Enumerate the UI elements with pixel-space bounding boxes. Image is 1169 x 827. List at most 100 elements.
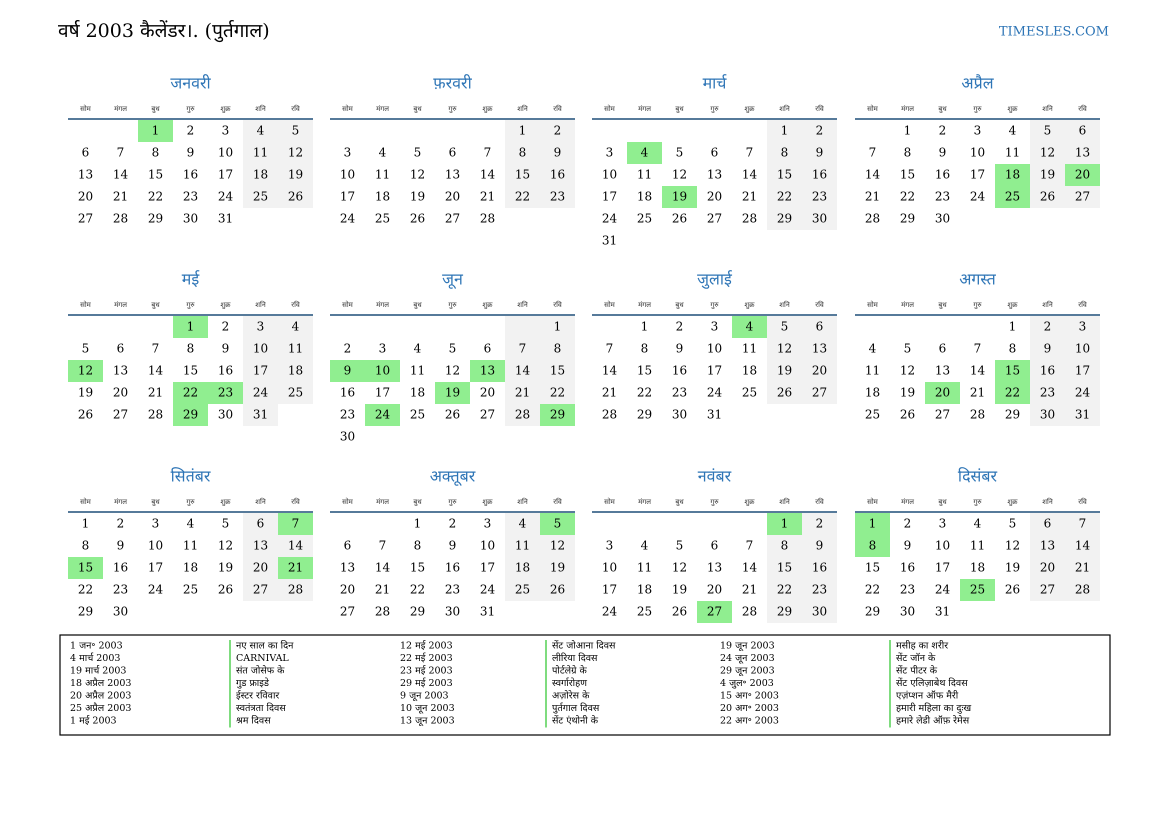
day: 7 <box>152 342 160 356</box>
day: 18 <box>1005 168 1020 182</box>
day: 26 <box>672 605 687 619</box>
day: 20 <box>445 190 460 204</box>
holiday-highlight <box>173 404 208 426</box>
holiday-highlight <box>173 382 208 404</box>
day: 7 <box>484 146 492 160</box>
site-link[interactable]: TIMESLES.COM <box>999 25 1109 40</box>
month-name: नवंबर <box>698 467 732 486</box>
day: 1 <box>781 124 789 138</box>
holiday-name: सेंट पीटर के <box>896 665 938 677</box>
day: 24 <box>602 212 618 226</box>
day: 30 <box>935 212 950 226</box>
day: 26 <box>672 212 687 226</box>
day: 1 <box>1009 320 1017 334</box>
day: 11 <box>375 168 390 182</box>
holiday-highlight <box>540 404 575 426</box>
day: 1 <box>554 320 562 334</box>
day: 15 <box>900 168 915 182</box>
weekend-cell <box>767 142 802 164</box>
holiday-highlight <box>365 360 400 382</box>
weekend-cell <box>767 186 802 208</box>
day: 10 <box>340 168 355 182</box>
day: 24 <box>935 583 951 597</box>
day: 29 <box>900 212 915 226</box>
day: 18 <box>288 364 303 378</box>
day: 27 <box>445 212 460 226</box>
day: 9 <box>117 539 125 553</box>
weekday: बुध <box>413 301 422 309</box>
holiday-highlight <box>925 382 960 404</box>
holiday-date: 20 अप्रैल 2003 <box>70 690 131 702</box>
weekend-cell <box>540 186 575 208</box>
weekday: मंगल <box>114 498 127 506</box>
day: 30 <box>900 605 915 619</box>
holiday-marker <box>545 652 547 665</box>
weekday: मंगल <box>114 301 127 309</box>
day: 25 <box>637 605 652 619</box>
month-name: अक्तूबर <box>430 467 476 487</box>
day: 5 <box>676 539 684 553</box>
day: 12 <box>672 168 687 182</box>
holiday-date: 15 अग॰ 2003 <box>720 691 779 702</box>
day: 11 <box>515 539 530 553</box>
day: 27 <box>935 408 950 422</box>
weekend-cell <box>505 535 540 557</box>
weekend-cell <box>278 186 313 208</box>
day: 27 <box>1040 583 1055 597</box>
weekday: शुक्र <box>744 301 755 309</box>
weekday: शनि <box>517 497 528 506</box>
day: 30 <box>340 430 355 444</box>
weekend-cell <box>505 338 540 360</box>
holiday-name: स्वर्गारोहण <box>552 677 587 689</box>
day: 7 <box>117 146 125 160</box>
day: 18 <box>970 561 985 575</box>
day: 15 <box>148 168 163 182</box>
weekend-cell <box>1030 557 1065 579</box>
day: 4 <box>292 320 300 334</box>
day: 7 <box>519 342 527 356</box>
weekend-cell <box>767 579 802 601</box>
weekday: बुध <box>938 105 947 113</box>
day: 10 <box>480 539 495 553</box>
day: 11 <box>183 539 198 553</box>
day: 10 <box>148 539 163 553</box>
weekday: सोम <box>80 497 92 506</box>
weekday: रवि <box>1078 497 1087 506</box>
day: 12 <box>777 342 792 356</box>
day: 26 <box>777 386 792 400</box>
holiday-marker <box>229 652 231 665</box>
day: 8 <box>152 146 160 160</box>
weekday: सोम <box>342 497 354 506</box>
day: 15 <box>637 364 652 378</box>
day: 21 <box>865 190 880 204</box>
day: 26 <box>288 190 303 204</box>
day: 13 <box>812 342 827 356</box>
day: 24 <box>602 605 618 619</box>
day: 15 <box>550 364 565 378</box>
day: 9 <box>554 146 562 160</box>
day: 5 <box>222 517 230 531</box>
day: 17 <box>602 190 617 204</box>
day: 5 <box>904 342 912 356</box>
weekday: शनि <box>779 300 790 309</box>
day: 8 <box>641 342 649 356</box>
day: 25 <box>253 190 268 204</box>
day: 3 <box>344 146 352 160</box>
day: 29 <box>78 605 93 619</box>
day: 17 <box>935 561 950 575</box>
weekday: शनि <box>255 104 266 113</box>
month-name: मार्च <box>703 74 728 93</box>
day: 15 <box>777 561 792 575</box>
day: 16 <box>183 168 198 182</box>
holiday-marker <box>545 715 547 728</box>
holiday-name: श्रम दिवस <box>236 715 271 727</box>
day: 21 <box>480 190 495 204</box>
day: 15 <box>777 168 792 182</box>
day: 12 <box>900 364 915 378</box>
day: 13 <box>1075 146 1090 160</box>
month-name: जुलाई <box>697 270 733 290</box>
weekend-cell <box>505 142 540 164</box>
day: 21 <box>515 386 530 400</box>
day: 1 <box>187 320 195 334</box>
day: 19 <box>672 583 687 597</box>
